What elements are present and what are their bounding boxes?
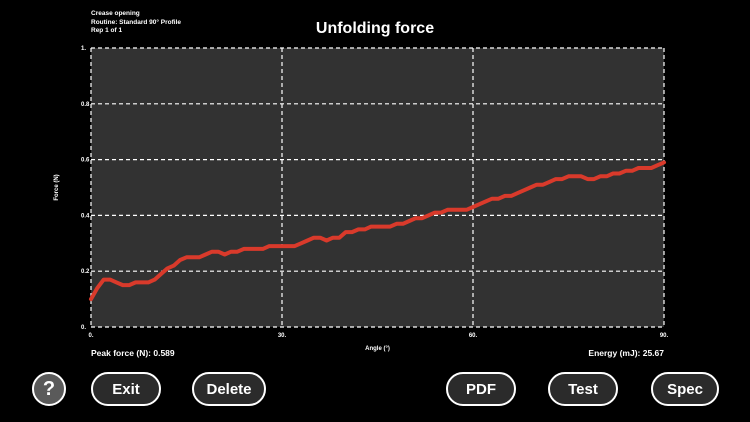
x-tick-label: 90.	[660, 333, 669, 339]
plot-area	[91, 48, 664, 327]
y-tick-label: 1.	[81, 46, 86, 52]
energy-readout: Energy (mJ): 25.67	[588, 348, 664, 358]
help-button[interactable]: ?	[32, 372, 66, 406]
exit-button[interactable]: Exit	[91, 372, 161, 406]
y-tick-label: 0.	[81, 325, 86, 331]
spec-button[interactable]: Spec	[651, 372, 719, 406]
x-tick-label: 60.	[469, 333, 478, 339]
test-button[interactable]: Test	[548, 372, 618, 406]
y-axis-label: Force (N)	[54, 174, 60, 200]
peak-force-readout: Peak force (N): 0.589	[91, 348, 175, 358]
routine-label: Routine: Standard 90° Profile	[91, 18, 182, 26]
rep-counter: Rep 1 of 1	[91, 27, 123, 35]
y-tick-label: 0.4	[81, 213, 90, 219]
pdf-button[interactable]: PDF	[446, 372, 516, 406]
y-tick-label: 0.8	[81, 102, 90, 108]
x-tick-label: 0.	[88, 333, 93, 339]
x-tick-label: 30.	[278, 333, 287, 339]
y-tick-label: 0.6	[81, 158, 90, 164]
x-axis-label: Angle (°)	[365, 346, 390, 352]
force-curve	[89, 160, 666, 302]
test-info: Crease opening Routine: Standard 90° Pro…	[91, 10, 181, 36]
test-name: Crease opening	[91, 10, 140, 17]
chart-title: Unfolding force	[315, 20, 435, 37]
help-icon: ?	[42, 377, 56, 400]
y-tick-label: 0.2	[81, 269, 90, 275]
delete-button[interactable]: Delete	[192, 372, 266, 406]
